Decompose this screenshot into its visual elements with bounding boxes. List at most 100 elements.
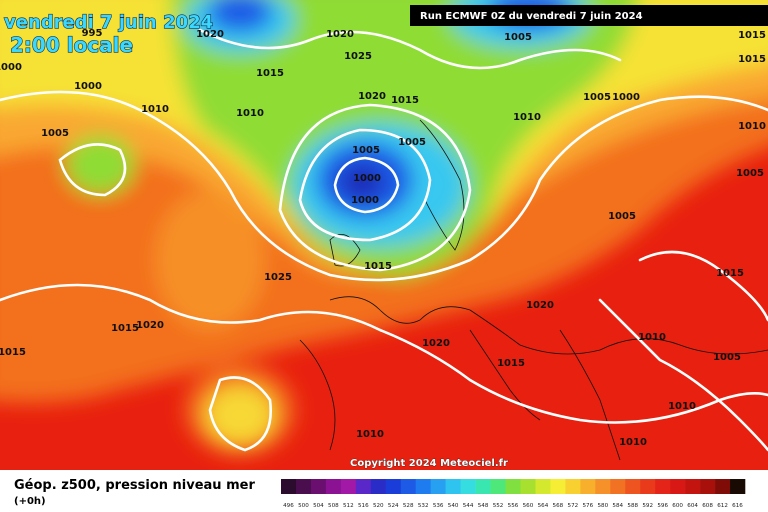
colorbar-label: 564 <box>538 503 549 509</box>
time-title: 2:00 locale <box>10 33 133 57</box>
colorbar-label: 552 <box>493 503 504 509</box>
isobar-label: 1010 <box>141 104 169 115</box>
color-swatch <box>385 479 402 494</box>
colorbar-label: 516 <box>358 503 369 509</box>
colorbar-label: 608 <box>702 503 713 509</box>
isobar-label: 1020 <box>526 300 554 311</box>
colorbar-label: 600 <box>672 503 683 509</box>
color-swatch <box>355 479 372 494</box>
colorbar-label: 536 <box>433 503 444 509</box>
isobar-label: 1015 <box>738 30 766 41</box>
isobar-label: 1020 <box>136 320 164 331</box>
colorbar-label: 612 <box>717 503 728 509</box>
colorbar-label: 512 <box>343 503 354 509</box>
isobar-label: 1015 <box>497 358 525 369</box>
color-swatch <box>580 479 596 494</box>
isobar-label: 1000 <box>353 173 381 184</box>
isobar-label: 1015 <box>256 68 284 79</box>
color-swatch <box>550 479 566 494</box>
color-swatch <box>340 479 357 494</box>
isobar-labels: 1020995100010001005101010101015102010251… <box>0 28 766 448</box>
isobar-label: 1005 <box>41 128 69 139</box>
color-swatch <box>295 479 312 494</box>
colorbar-label: 496 <box>283 503 294 509</box>
isobar-label: 1010 <box>638 332 666 343</box>
isobar-label: 1020 <box>358 91 386 102</box>
isobar-label: 1005 <box>504 32 532 43</box>
colorbar-label: 500 <box>298 503 309 509</box>
colorbar-label: 572 <box>568 503 579 509</box>
colorbar-label: 576 <box>582 503 593 509</box>
isobar-label: 1010 <box>668 401 696 412</box>
copyright: Copyright 2024 Meteociel.fr <box>350 458 508 469</box>
color-swatch <box>625 479 641 494</box>
isobar-label: 1015 <box>111 323 139 334</box>
run-label: Run ECMWF 0Z du vendredi 7 juin 2024 <box>420 11 643 22</box>
colorbar-label: 504 <box>313 503 324 509</box>
color-swatch <box>535 479 551 494</box>
colorbar-label: 584 <box>612 503 623 509</box>
colorbar: 496 500 504 508 512 516 520 524 528 532 536 540 544 5… <box>281 479 746 509</box>
colorbar-label: 548 <box>478 503 489 509</box>
color-swatch <box>505 479 521 494</box>
colorbar-label: 592 <box>642 503 653 509</box>
isobars <box>0 28 768 452</box>
isobar-label: 1010 <box>619 437 647 448</box>
color-swatch <box>685 479 701 494</box>
legend-title: Géop. z500, pression niveau mer <box>14 478 255 493</box>
color-swatch <box>310 479 327 494</box>
color-swatch <box>400 479 417 494</box>
color-swatch <box>610 479 626 494</box>
color-swatch <box>445 479 461 494</box>
color-swatch <box>700 479 716 494</box>
color-swatch <box>520 479 536 494</box>
isobar-label: 995 <box>82 28 103 39</box>
color-swatch <box>715 479 731 494</box>
date-title: vendredi 7 juin 2024 <box>4 12 213 33</box>
color-swatch <box>595 479 611 494</box>
colorbar-label: 544 <box>463 503 474 509</box>
colorbar-label: 596 <box>657 503 668 509</box>
colorbar-label: 524 <box>388 503 399 509</box>
colorbar-label: 540 <box>448 503 459 509</box>
color-swatch <box>475 479 491 494</box>
isobar-label: 1005 <box>398 137 426 148</box>
color-swatch <box>670 479 686 494</box>
isobar-label: 1020 <box>196 29 224 40</box>
colorbar-label: 580 <box>597 503 608 509</box>
isobar-label: 1010 <box>513 112 541 123</box>
isobar-label: 1000 <box>351 195 379 206</box>
isobar-label: 1005 <box>352 145 380 156</box>
legend-step: (+0h) <box>14 496 46 507</box>
isobar-label: 1010 <box>356 429 384 440</box>
isobar-label: 1005 <box>736 168 764 179</box>
colorbar-label: 568 <box>553 503 564 509</box>
colorbar-label: 528 <box>403 503 414 509</box>
colorbar-label: 588 <box>627 503 638 509</box>
colorbar-label: 520 <box>373 503 384 509</box>
color-swatch <box>370 479 387 494</box>
isobar-label: 1020 <box>422 338 450 349</box>
color-swatch <box>490 479 506 494</box>
color-swatch <box>565 479 581 494</box>
colorbar-label: 532 <box>418 503 429 509</box>
isobar-label: 1000 <box>612 92 640 103</box>
isobar-label: 1015 <box>738 54 766 65</box>
isobar-label: 1015 <box>0 347 26 358</box>
isobar-label: 1005 <box>713 352 741 363</box>
isobar-label: 1005 <box>608 211 636 222</box>
color-swatch <box>325 479 342 494</box>
color-swatch <box>415 479 431 494</box>
color-swatch <box>430 479 446 494</box>
isobar-label: 1010 <box>738 121 766 132</box>
color-swatch <box>655 479 671 494</box>
color-swatch <box>281 479 297 494</box>
isobar-label: 1010 <box>236 108 264 119</box>
isobar-label: 1015 <box>391 95 419 106</box>
isobar-label: 1000 <box>74 81 102 92</box>
isobar-label: 1025 <box>344 51 372 62</box>
isobar-label: 1020 <box>326 29 354 40</box>
colorbar-label: 560 <box>523 503 534 509</box>
colorbar-label: 508 <box>328 503 339 509</box>
